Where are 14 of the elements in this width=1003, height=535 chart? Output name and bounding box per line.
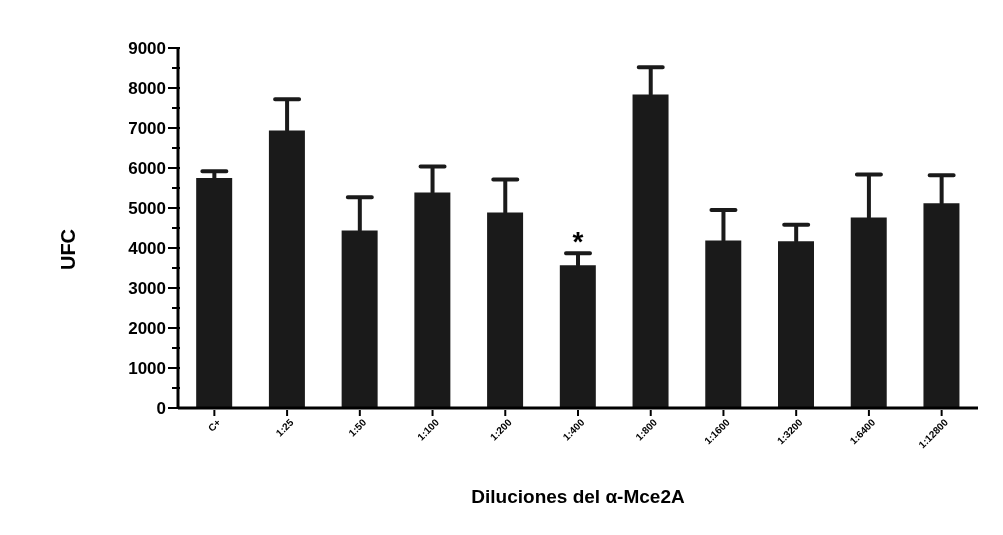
y-tick-label: 0 [156,399,166,418]
y-tick-label: 2000 [128,319,166,338]
annotation: * [572,226,584,258]
y-tick-label: 6000 [128,159,166,178]
y-tick-label: 3000 [128,279,166,298]
y-tick-label: 7000 [128,119,166,138]
x-axis-title: Diluciones del α-Mce2A [470,486,686,508]
y-tick-label: 9000 [128,39,166,58]
y-tick-label: 4000 [128,239,166,258]
x-tick-label: C+ [205,416,223,434]
y-tick-label: 8000 [128,79,166,98]
y-axis-title: UFC [57,228,81,271]
y-tick-label: 1000 [128,359,166,378]
y-tick-label: 5000 [128,199,166,218]
